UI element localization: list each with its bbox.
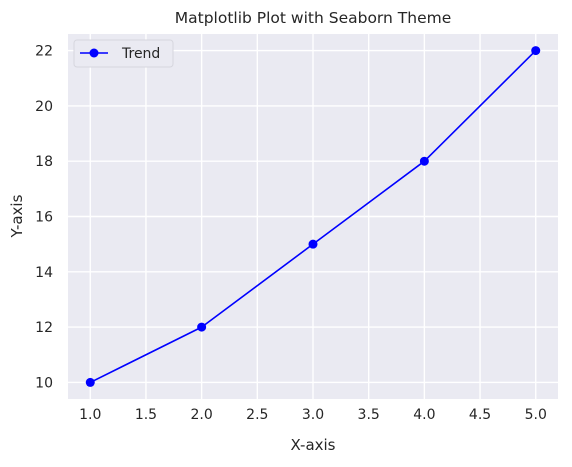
data-point bbox=[85, 377, 95, 387]
series-layer bbox=[85, 46, 541, 387]
chart-title: Matplotlib Plot with Seaborn Theme bbox=[175, 9, 452, 27]
y-tick-label: 14 bbox=[35, 265, 53, 281]
x-tick-label: 1.5 bbox=[135, 407, 157, 423]
x-tick-label: 3.5 bbox=[358, 407, 380, 423]
data-point bbox=[531, 46, 541, 56]
legend-label-trend: Trend bbox=[121, 46, 160, 62]
data-point bbox=[197, 322, 207, 332]
y-tick-label: 16 bbox=[35, 210, 53, 226]
y-tick-label: 20 bbox=[35, 99, 53, 115]
y-tick-label: 22 bbox=[35, 44, 53, 60]
tick-labels: 1.0 1.5 2.0 2.5 3.0 3.5 4.0 4.5 5.0 10 12 14 16 18 20 2… bbox=[35, 44, 547, 423]
data-point bbox=[308, 239, 318, 249]
data-point bbox=[419, 156, 429, 166]
legend-box bbox=[73, 39, 174, 68]
x-axis-label: X-axis bbox=[291, 436, 336, 454]
y-tick-label: 10 bbox=[35, 375, 53, 391]
legend-marker-icon bbox=[89, 48, 99, 58]
legend: Trend bbox=[73, 39, 174, 68]
x-tick-label: 2.5 bbox=[246, 407, 268, 423]
x-tick-label: 2.0 bbox=[191, 407, 213, 423]
x-tick-label: 4.0 bbox=[413, 407, 435, 423]
x-tick-label: 1.0 bbox=[79, 407, 101, 423]
grid-lines bbox=[68, 34, 558, 399]
x-tick-label: 3.0 bbox=[302, 407, 324, 423]
x-tick-label: 5.0 bbox=[525, 407, 547, 423]
y-axis-label: Y-axis bbox=[8, 194, 26, 238]
y-tick-label: 12 bbox=[35, 320, 53, 336]
x-tick-label: 4.5 bbox=[469, 407, 491, 423]
y-tick-label: 18 bbox=[35, 154, 53, 170]
